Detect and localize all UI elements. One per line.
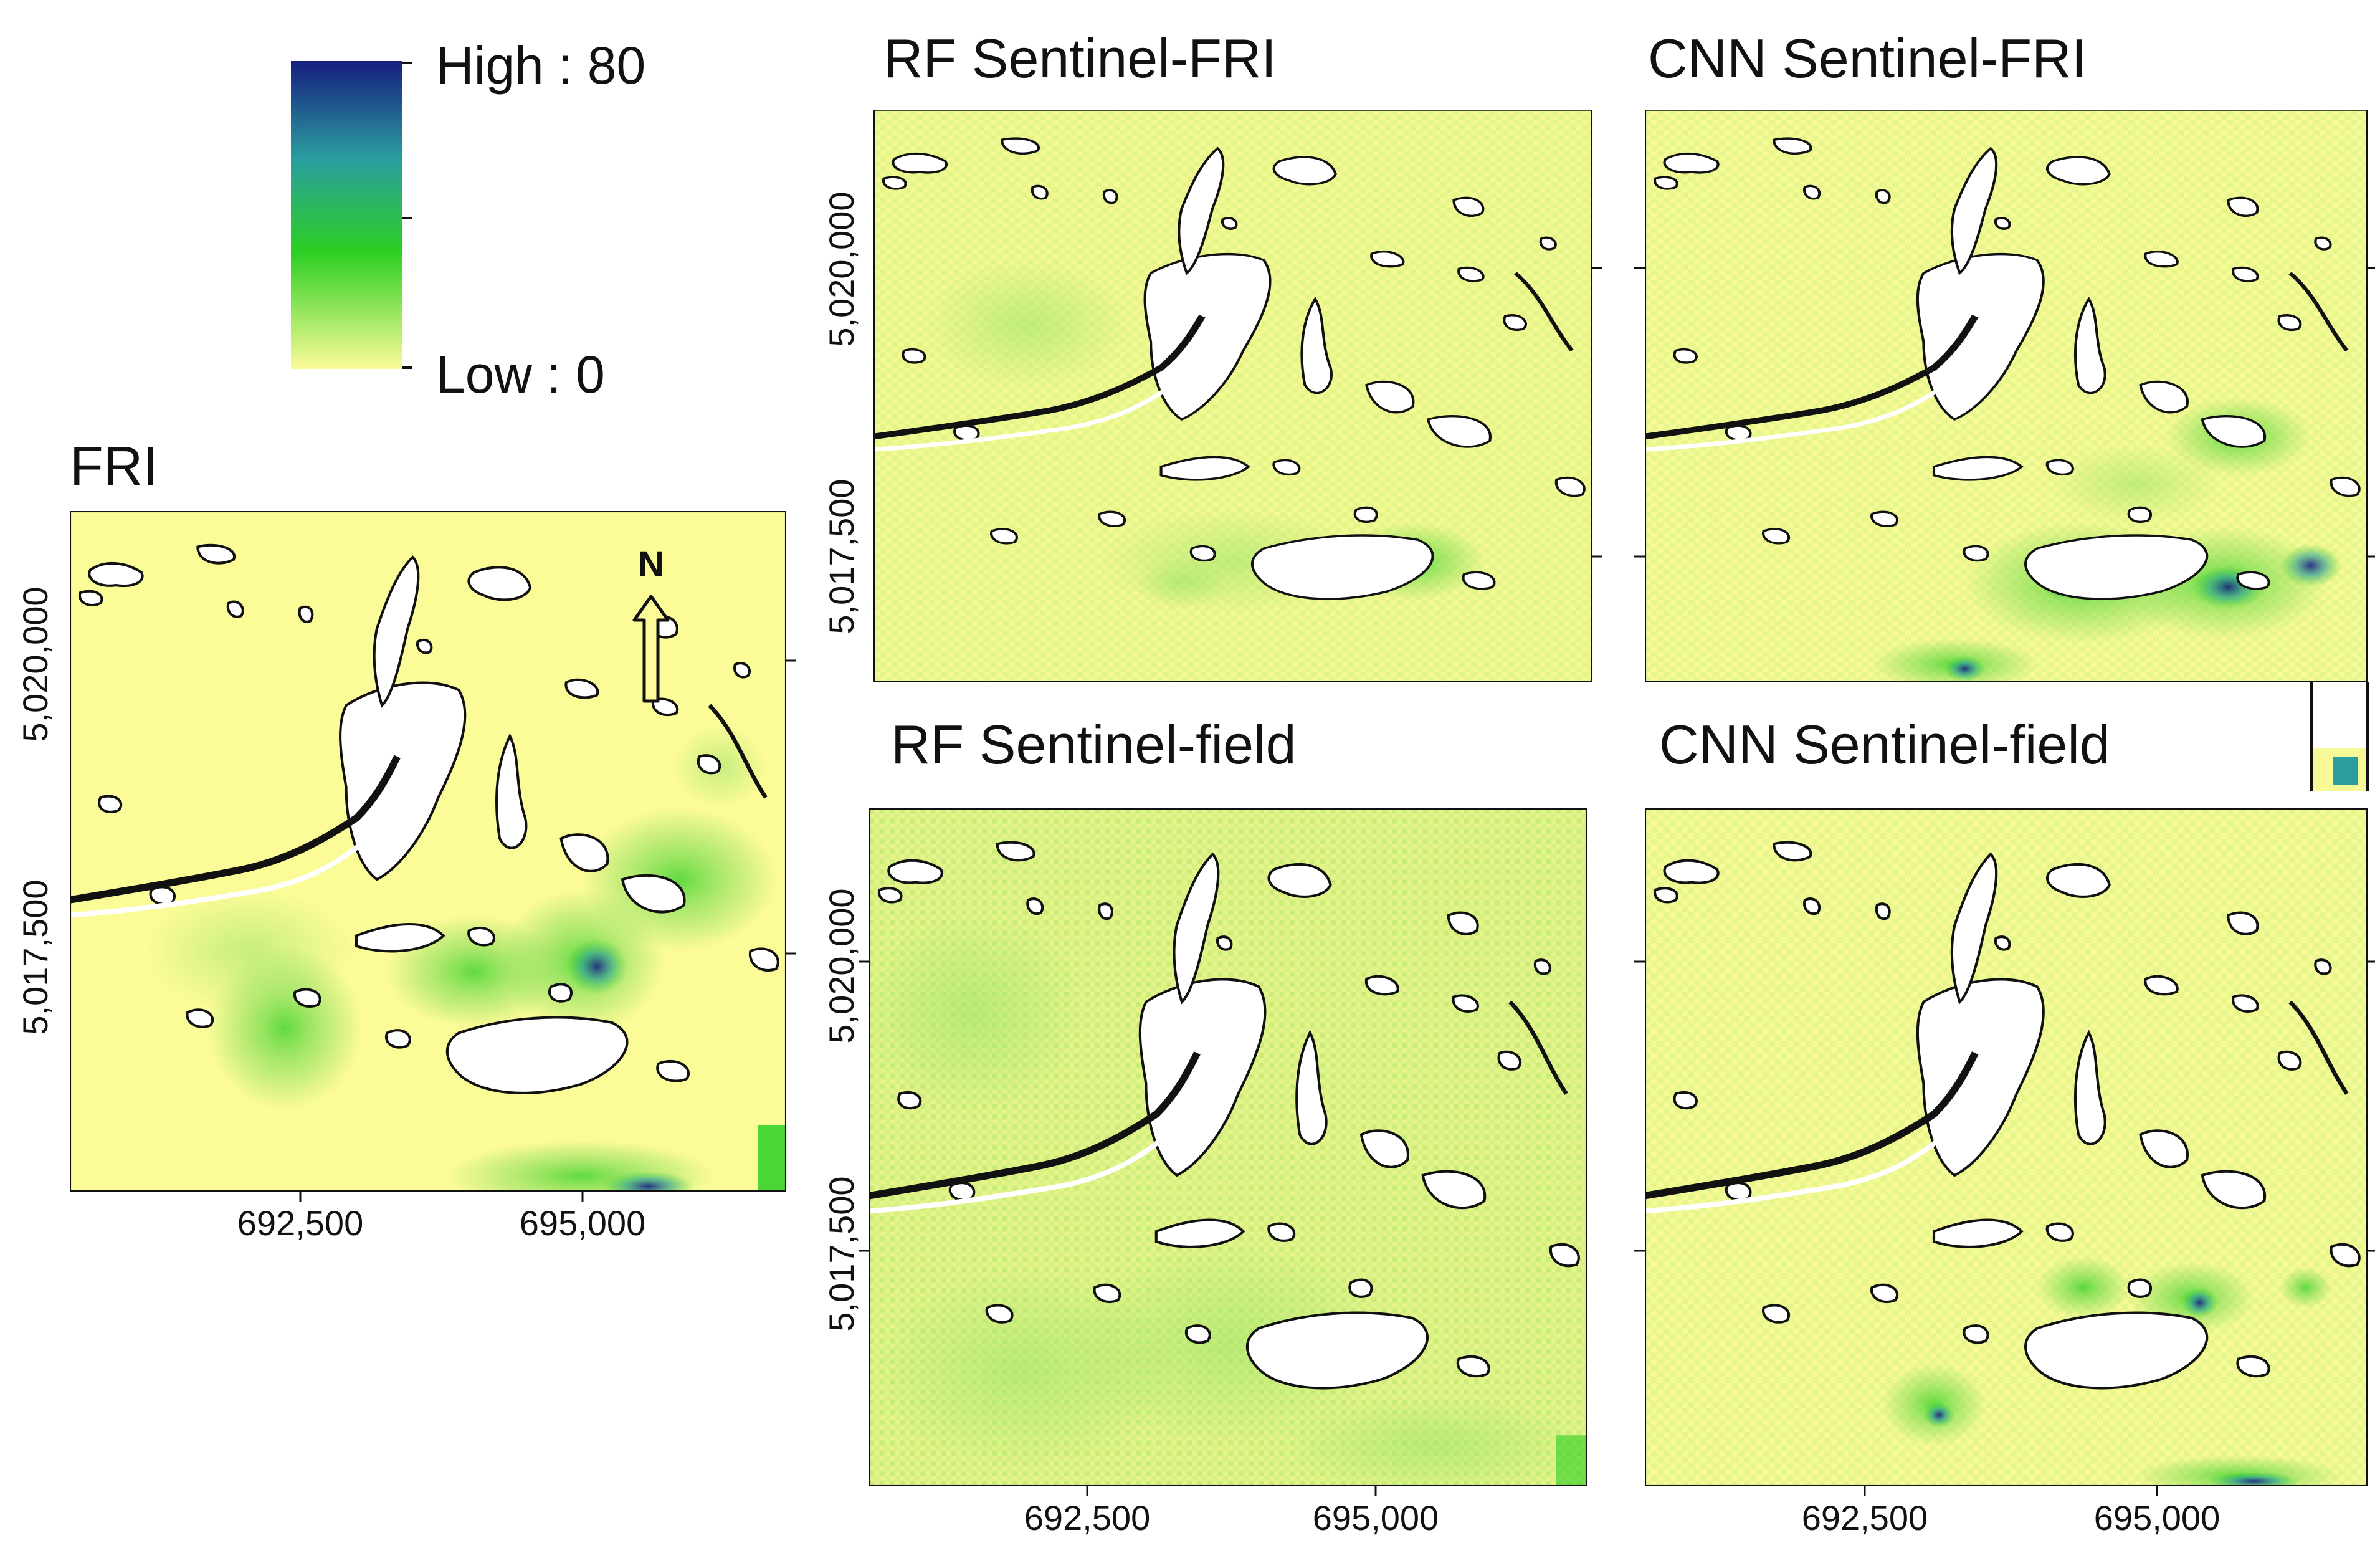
legend-ramp bbox=[291, 61, 402, 369]
panel-title-fri: FRI bbox=[70, 435, 158, 497]
y-tick-label: 5,020,000 bbox=[822, 191, 861, 346]
map-fri bbox=[70, 511, 786, 1192]
panel-fri: FRI 692,500 695,000 5,020,000 5,017,500 … bbox=[16, 435, 796, 1243]
panel-cnn-sentinel-field: CNN Sentinel-field 692,500 695,000 bbox=[1634, 714, 2375, 1537]
panel-title-cnn-sentinel-field: CNN Sentinel-field bbox=[1659, 714, 2110, 775]
map-rf-sentinel-fri bbox=[873, 110, 1592, 682]
legend: High : 80 Low : 0 bbox=[291, 36, 645, 404]
x-tick-label: 692,500 bbox=[1024, 1498, 1150, 1537]
map-cnn-sentinel-fri bbox=[1645, 110, 2368, 682]
y-tick-label: 5,020,000 bbox=[16, 586, 55, 742]
y-tick-label: 5,017,500 bbox=[822, 479, 861, 634]
legend-high-label: High : 80 bbox=[436, 36, 645, 95]
map-rf-sentinel-field bbox=[869, 808, 1587, 1486]
panel-rf-sentinel-field: RF Sentinel-field 692,500 695,000 5,020,… bbox=[822, 714, 1587, 1537]
north-arrow-label: N bbox=[638, 544, 664, 585]
panel-title-cnn-sentinel-fri: CNN Sentinel-FRI bbox=[1648, 27, 2087, 89]
panel-cnn-sentinel-fri: CNN Sentinel-FRI bbox=[1634, 27, 2375, 682]
north-arrow: N bbox=[632, 544, 670, 703]
y-tick-label: 5,020,000 bbox=[822, 888, 861, 1043]
north-arrow-icon bbox=[632, 595, 670, 703]
map-cnn-sentinel-field bbox=[1645, 808, 2368, 1486]
y-tick-label: 5,017,500 bbox=[16, 879, 55, 1035]
y-tick-label: 5,017,500 bbox=[822, 1176, 861, 1331]
x-tick-label: 692,500 bbox=[1802, 1498, 1928, 1537]
map-edge-strip-dark bbox=[2333, 757, 2358, 785]
x-tick-label: 692,500 bbox=[237, 1203, 363, 1243]
panel-title-rf-sentinel-field: RF Sentinel-field bbox=[891, 714, 1297, 775]
title-band bbox=[873, 682, 2311, 791]
x-tick-label: 695,000 bbox=[1313, 1498, 1439, 1537]
legend-low-label: Low : 0 bbox=[436, 345, 605, 404]
panel-title-rf-sentinel-fri: RF Sentinel-FRI bbox=[883, 27, 1277, 89]
x-tick-label: 695,000 bbox=[520, 1203, 645, 1243]
x-tick-label: 695,000 bbox=[2094, 1498, 2220, 1537]
panel-rf-sentinel-fri: RF Sentinel-FRI 5,020,000 5,017,500 bbox=[822, 27, 1602, 682]
